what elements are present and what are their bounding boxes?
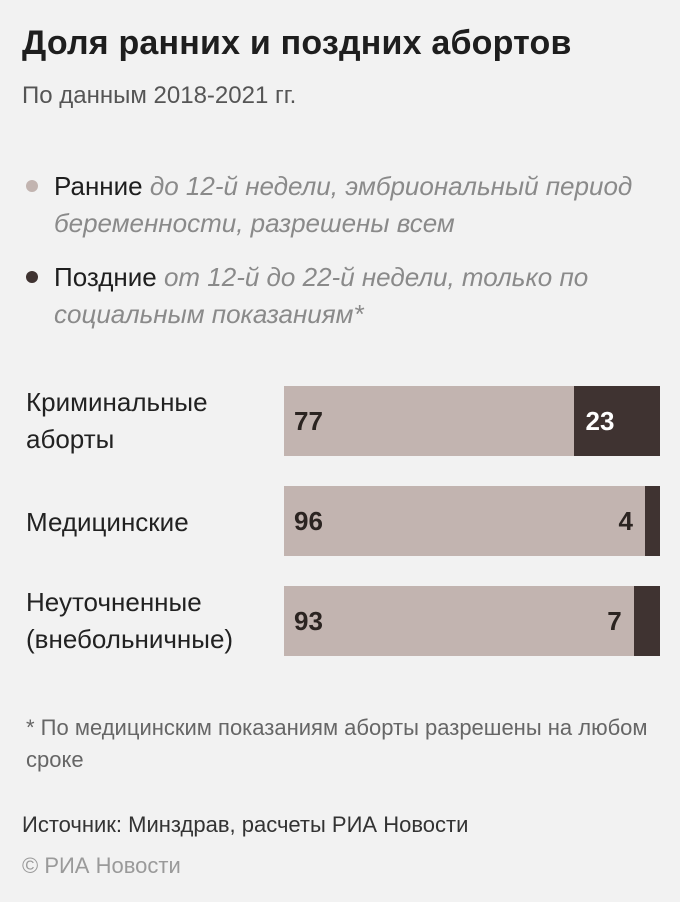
bar-row-unspecified: 93 7 — [284, 586, 660, 656]
category-label-line: аборты — [26, 424, 115, 454]
data-label-early: 93 — [294, 605, 323, 636]
legend-name-early: Ранние — [54, 171, 143, 201]
bar-segment-late: 23 — [573, 386, 660, 456]
category-label-line: Неуточненные — [26, 587, 202, 617]
category-label-line: Медицинские — [26, 507, 189, 537]
data-label-early: 77 — [294, 405, 323, 436]
legend-dot-early — [26, 180, 38, 192]
data-label-late: 23 — [585, 405, 615, 436]
bar-segment-early: 77 — [284, 386, 574, 456]
source-note: Источник: Минздрав, расчеты РИА Новости — [22, 812, 469, 837]
legend-desc-early: до 12-й недели, эмбриональный период бер… — [54, 171, 633, 238]
data-label-late: 7 — [607, 606, 622, 636]
bar-segment-early: 96 — [284, 486, 645, 556]
legend-dot-late — [26, 271, 38, 283]
category-label-unspecified: Неуточненные (внебольничные) — [26, 584, 233, 658]
category-label-criminal: Криминальные аборты — [26, 384, 208, 458]
bar-row-medical: 96 4 — [284, 486, 660, 556]
data-label-early: 96 — [294, 505, 323, 536]
footnote: * По медицинским показаниям аборты разре… — [26, 715, 648, 772]
copyright: © РИА Новости — [22, 853, 181, 878]
data-label-late: 4 — [618, 506, 633, 536]
chart-title: Доля ранних и поздних абортов — [22, 24, 572, 62]
legend-item-late: Поздние от 12-й до 22-й недели, только п… — [22, 259, 642, 333]
legend-desc-late: от 12-й до 22-й недели, только по социал… — [54, 262, 589, 329]
chart-subtitle: По данным 2018-2021 гг. — [22, 82, 297, 109]
bar-segment-late — [644, 486, 660, 556]
bar-segment-early: 93 — [284, 586, 634, 656]
category-label-medical: Медицинские — [26, 504, 189, 541]
bar-segment-late — [633, 586, 660, 656]
bar-row-criminal: 77 23 — [284, 386, 660, 456]
category-label-line: Криминальные — [26, 387, 208, 417]
legend-item-early: Ранние до 12-й недели, эмбриональный пер… — [22, 168, 642, 242]
category-label-line: (внебольничные) — [26, 624, 234, 654]
legend-name-late: Поздние — [54, 262, 157, 292]
